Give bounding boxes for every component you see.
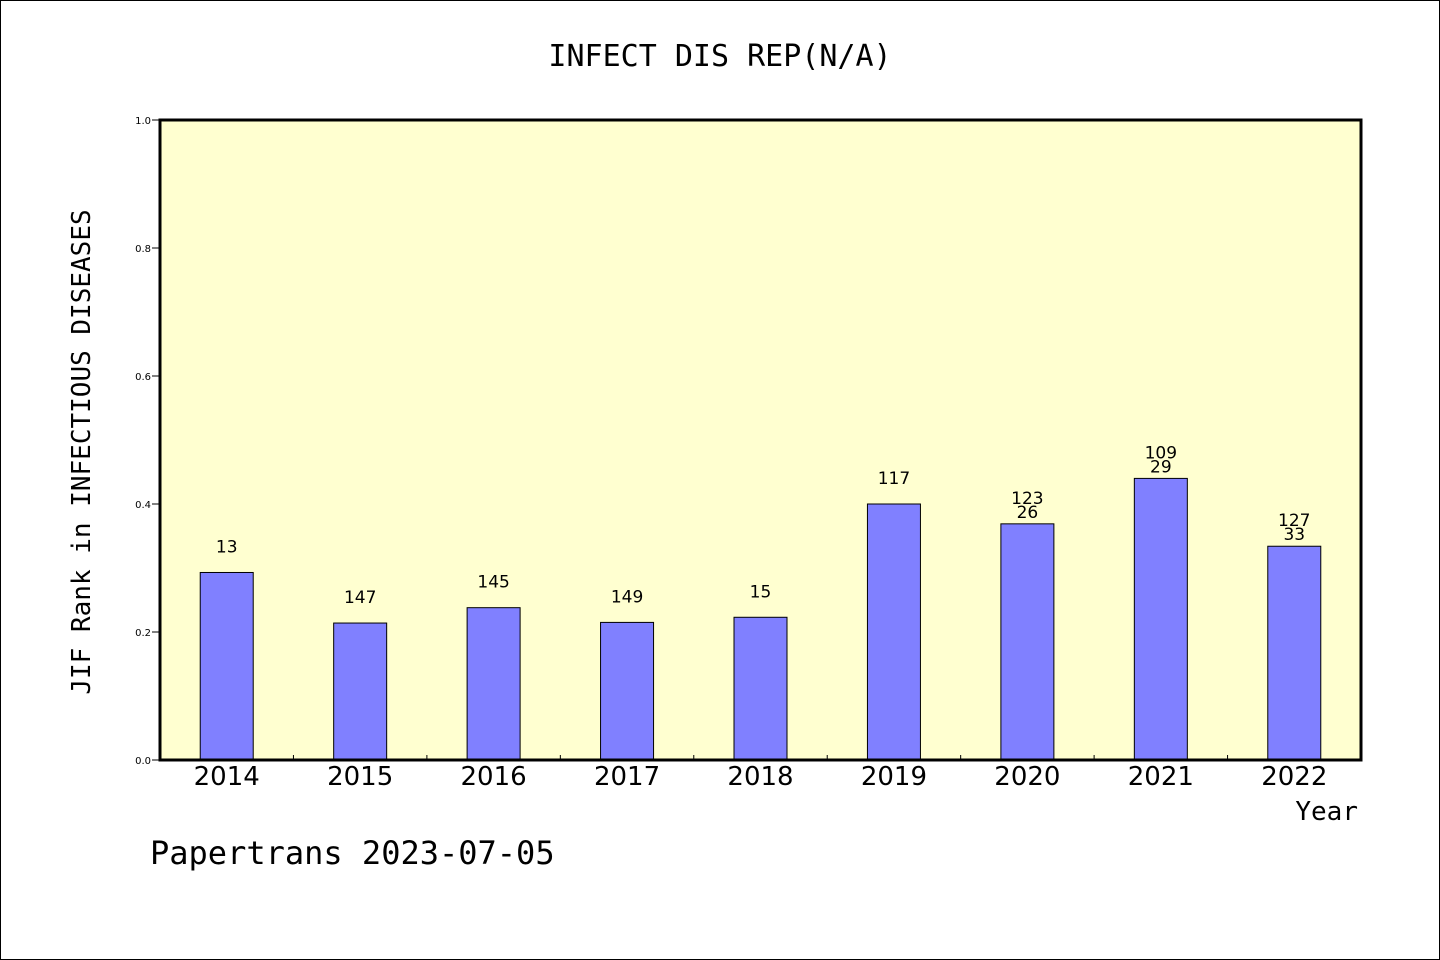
x-tick-label-2016: 2016 [461, 762, 527, 792]
bar-value-label-2016: 145 [477, 573, 509, 593]
bar-2018 [733, 616, 788, 761]
bar-value-label-2019: 117 [878, 469, 910, 489]
x-tick-label-2018: 2018 [727, 762, 793, 792]
x-tick-label-2019: 2019 [861, 762, 927, 792]
bar-value-label-2018: 15 [750, 582, 772, 602]
x-tick-label-2022: 2022 [1261, 762, 1327, 792]
y-axis-label: JIF Rank in INFECTIOUS DISEASES [67, 209, 97, 694]
y-tick-label-0.4: 0.4 [135, 500, 151, 511]
plot-border [158, 118, 1363, 762]
x-tick-label-2021: 2021 [1128, 762, 1194, 792]
bar-value-label-2020-2: 26 [1017, 503, 1039, 523]
bar-2019 [866, 503, 921, 761]
bar-2021 [1133, 477, 1188, 761]
bar-value-label-2022-2: 33 [1283, 525, 1305, 545]
bar-2016 [466, 607, 521, 761]
bar-value-label-2014: 13 [216, 537, 238, 557]
bar-2014 [199, 571, 254, 761]
y-tick-label-1.0: 1.0 [135, 116, 151, 127]
bar-2022 [1267, 545, 1322, 761]
x-tick-label-2017: 2017 [594, 762, 660, 792]
bar-2017 [600, 621, 655, 761]
x-axis-label: Year [1295, 797, 1358, 827]
y-axis: 0.0 0.2 0.4 0.6 0.8 1.0 [135, 116, 160, 767]
y-tick-label-0.8: 0.8 [135, 244, 151, 255]
chart-title: INFECT DIS REP(N/A) [548, 39, 891, 74]
bar-value-label-2017: 149 [611, 587, 643, 607]
y-tick-label-0.0: 0.0 [135, 756, 151, 767]
y-tick-label-0.6: 0.6 [135, 372, 151, 383]
bar-value-label-2022-1: 127 [1278, 511, 1310, 531]
bar-value-label-2021-2: 29 [1150, 457, 1172, 477]
x-tick-label-2020: 2020 [994, 762, 1060, 792]
x-tick-label-2015: 2015 [327, 762, 393, 792]
x-axis: 2014 2015 2016 2017 2018 2019 2020 2021 2022 [194, 755, 1327, 792]
x-tick-label-2014: 2014 [194, 762, 260, 792]
bar-value-label-2021-1: 109 [1145, 443, 1177, 463]
bar-value-label-2020-1: 123 [1011, 489, 1043, 509]
watermark-text: Papertrans 2023-07-05 [150, 834, 555, 872]
bars-layer [199, 477, 1322, 761]
bar-2020 [1000, 523, 1055, 761]
bar-2015 [333, 622, 388, 761]
y-tick-label-0.2: 0.2 [135, 628, 151, 639]
bar-value-label-2015: 147 [344, 588, 376, 608]
